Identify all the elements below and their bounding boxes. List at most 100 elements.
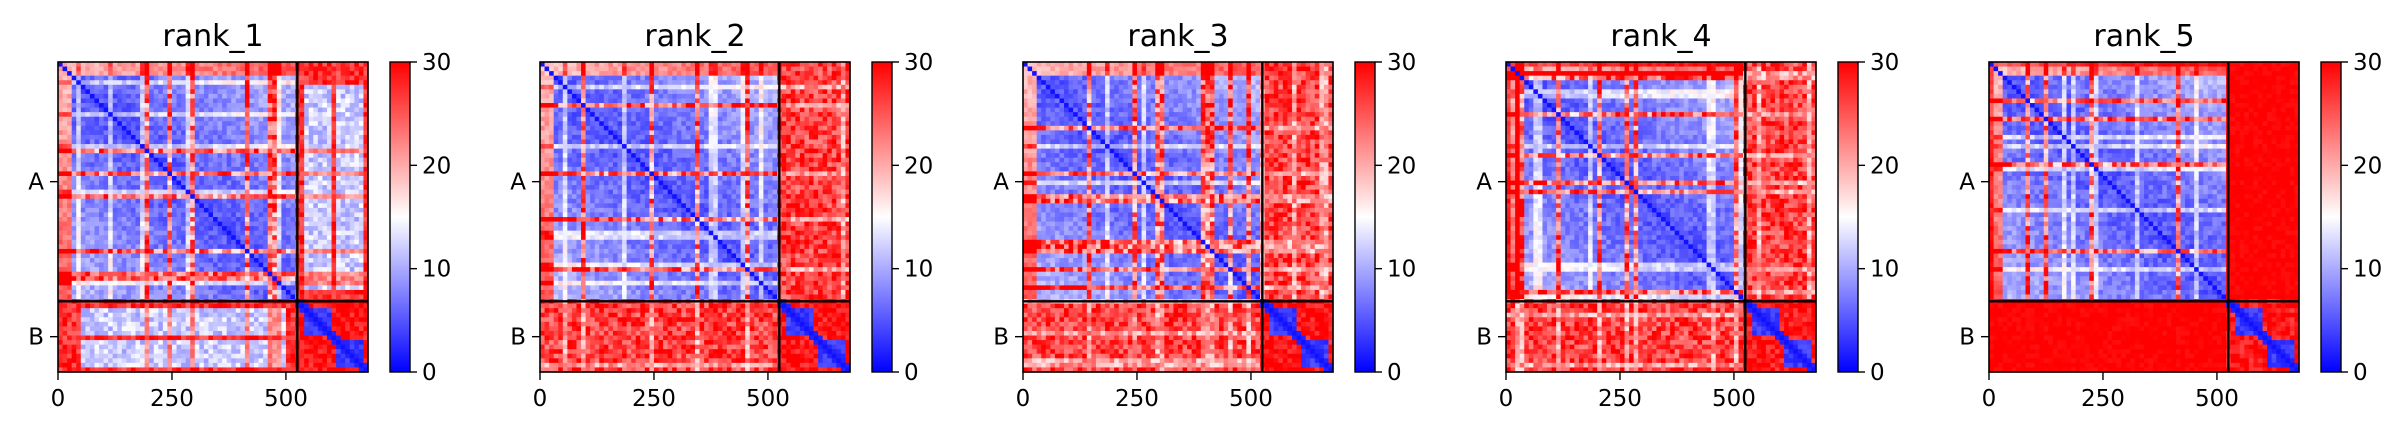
pae-cell xyxy=(171,89,178,95)
pae-cell xyxy=(258,198,264,204)
pae-cell xyxy=(140,312,146,318)
pae-cell xyxy=(108,166,114,173)
pae-cell xyxy=(153,258,159,264)
pae-cell xyxy=(254,239,260,245)
pae-cell xyxy=(208,235,214,241)
pae-cell xyxy=(340,276,346,282)
pae-cell xyxy=(276,226,282,232)
pae-cell xyxy=(276,267,282,273)
pae-cell xyxy=(126,153,132,159)
pae-cell xyxy=(167,125,173,131)
pae-cell xyxy=(76,175,82,182)
pae-cell xyxy=(313,84,319,90)
pae-cell xyxy=(358,166,365,173)
pae-cell xyxy=(240,180,246,186)
pae-cell xyxy=(626,80,632,86)
pae-cell xyxy=(62,248,68,255)
pae-cell xyxy=(62,121,68,127)
pae-cell xyxy=(326,262,333,268)
pae-cell xyxy=(208,203,214,209)
pae-cell xyxy=(354,244,360,250)
pae-cell xyxy=(185,317,191,323)
pae-cell xyxy=(240,89,246,95)
pae-cell xyxy=(112,130,118,136)
pae-cell xyxy=(576,62,582,68)
pae-cell xyxy=(135,125,141,131)
pae-cell xyxy=(130,189,137,195)
pae-cell xyxy=(158,367,164,373)
pae-cell xyxy=(71,107,77,113)
pae-cell xyxy=(299,335,305,341)
pae-cell xyxy=(336,262,342,268)
pae-cell xyxy=(345,230,351,236)
pae-cell xyxy=(171,130,178,136)
pae-cell xyxy=(249,75,255,81)
pae-cell xyxy=(717,66,723,72)
pae-cell xyxy=(112,253,118,259)
pae-cell xyxy=(827,80,833,86)
pae-cell xyxy=(176,294,182,300)
pae-cell xyxy=(749,62,755,68)
pae-cell xyxy=(354,93,360,100)
pae-cell xyxy=(99,103,105,109)
pae-cell xyxy=(276,217,282,223)
pae-cell xyxy=(827,62,833,68)
pae-cell xyxy=(285,84,292,90)
pae-cell xyxy=(317,244,324,250)
pae-cell xyxy=(813,71,819,77)
pae-cell xyxy=(117,340,123,346)
pae-cell xyxy=(363,217,369,223)
pae-cell xyxy=(176,244,182,250)
pae-cell xyxy=(149,285,155,291)
pae-cell xyxy=(226,130,232,136)
pae-cell xyxy=(58,317,64,323)
pae-cell xyxy=(322,271,328,277)
pae-cell xyxy=(308,248,314,255)
pae-cell xyxy=(153,267,159,273)
pae-cell xyxy=(299,166,305,173)
pae-cell xyxy=(185,226,191,232)
pae-cell xyxy=(67,349,73,355)
pae-cell xyxy=(599,80,605,86)
pae-cell xyxy=(121,185,127,191)
pae-cell xyxy=(149,267,155,273)
pae-cell xyxy=(130,358,137,364)
colorbar-tick-label: 0 xyxy=(422,360,437,386)
pae-cell xyxy=(231,344,237,350)
pae-cell xyxy=(213,89,219,95)
pae-cell xyxy=(80,253,86,259)
pae-cell xyxy=(336,157,342,163)
pae-cell xyxy=(222,98,228,104)
pae-cell xyxy=(726,71,733,77)
pae-cell xyxy=(217,112,223,118)
pae-cell xyxy=(313,262,319,268)
pae-cell xyxy=(108,66,114,72)
pae-cell xyxy=(167,353,173,359)
pae-cell xyxy=(126,280,132,286)
pae-cell xyxy=(126,198,132,204)
pae-cell xyxy=(345,66,351,72)
pae-cell xyxy=(135,98,141,104)
pae-cell xyxy=(562,84,568,90)
pae-cell xyxy=(71,308,77,314)
pae-cell xyxy=(167,362,173,369)
pae-cell xyxy=(340,253,346,259)
pae-cell xyxy=(103,344,109,350)
pae-cell xyxy=(571,75,578,81)
pae-cell xyxy=(240,144,246,150)
pae-cell xyxy=(171,340,178,346)
pae-cell xyxy=(363,308,369,314)
pae-cell xyxy=(135,280,141,286)
pae-cell xyxy=(167,244,173,250)
pae-cell xyxy=(162,367,169,373)
pae-cell xyxy=(153,235,159,241)
pae-cell xyxy=(144,280,150,286)
pae-cell xyxy=(254,280,260,286)
pae-cell xyxy=(217,198,223,204)
pae-cell xyxy=(304,353,310,359)
pae-cell xyxy=(103,162,109,168)
pae-cell xyxy=(249,144,255,150)
pae-cell xyxy=(199,89,205,95)
pae-cell xyxy=(336,175,342,182)
